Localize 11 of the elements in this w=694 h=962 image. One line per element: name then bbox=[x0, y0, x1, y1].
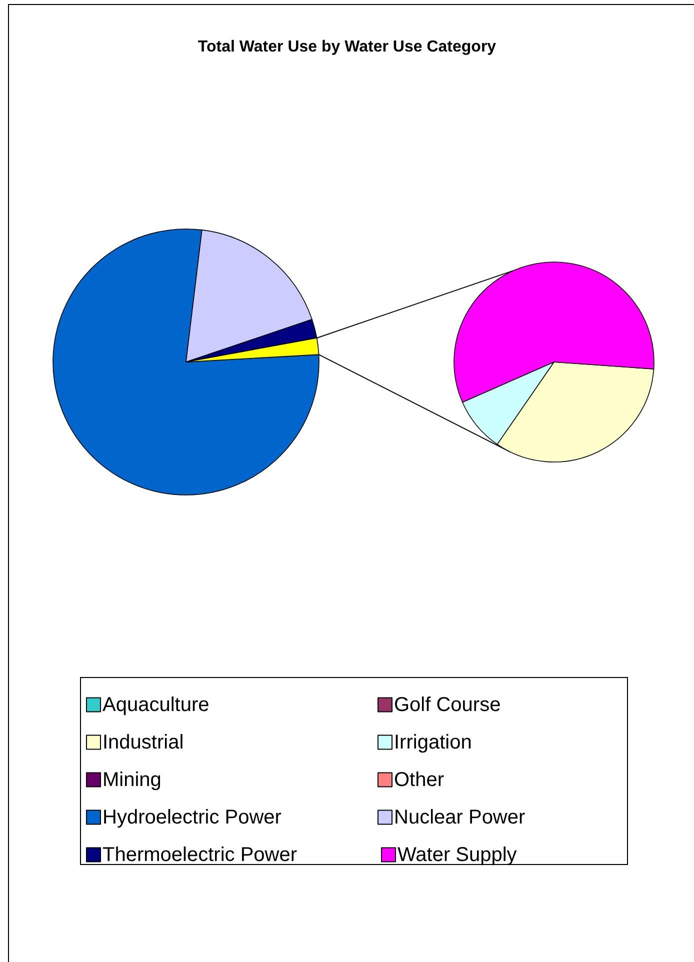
legend-label: Aquaculture bbox=[102, 694, 210, 716]
legend-label: Mining bbox=[102, 768, 162, 791]
legend-label: Water Supply bbox=[398, 844, 517, 866]
legend-label: Golf Course bbox=[394, 694, 501, 716]
legend-label: Other bbox=[394, 768, 444, 791]
legend-label: Industrial bbox=[102, 731, 184, 754]
legend-label: Irrigation bbox=[394, 731, 472, 754]
legend-label: Hydroelectric Power bbox=[102, 806, 282, 828]
legend-label: Thermoelectric Power bbox=[102, 844, 298, 866]
legend-label: Nuclear Power bbox=[394, 806, 526, 828]
chart-title: Total Water Use by Water Use Category bbox=[198, 38, 496, 56]
